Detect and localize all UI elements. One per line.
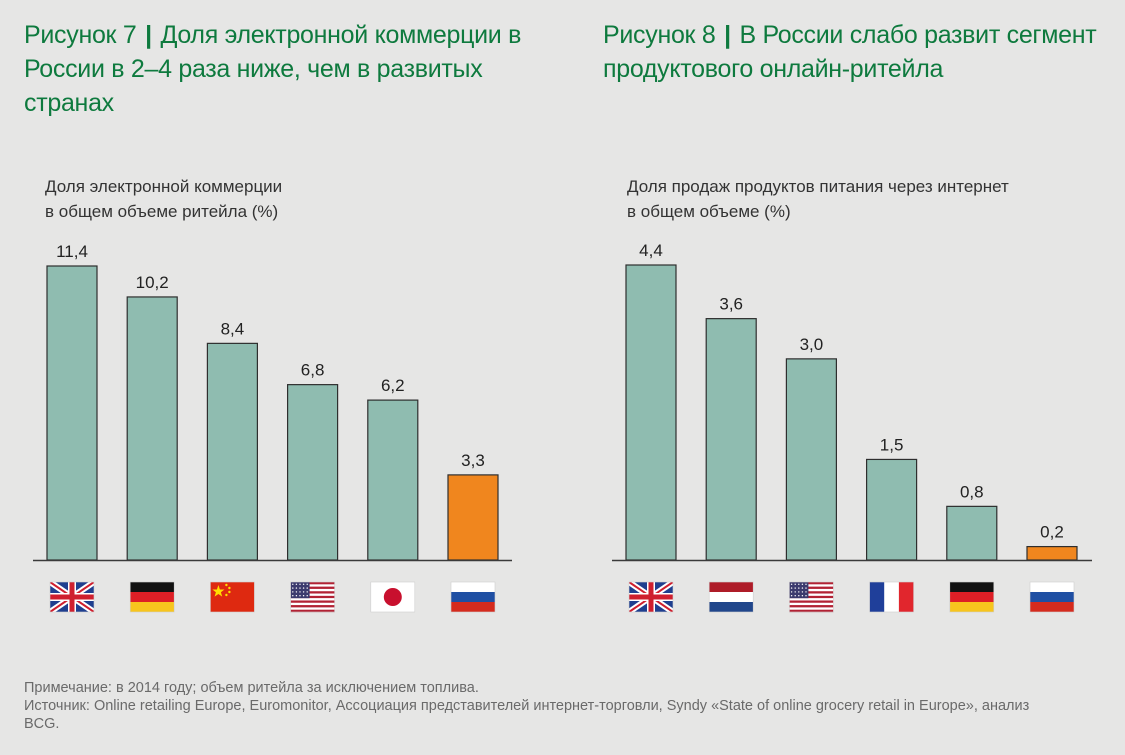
bar-russia <box>1026 545 1078 561</box>
bar-germany <box>946 505 998 561</box>
bar-usa <box>287 384 339 561</box>
russia-flag-icon <box>1029 581 1075 613</box>
germany-flag-icon <box>949 581 995 613</box>
germany-flag-icon <box>129 581 175 613</box>
footer-note: Примечание: в 2014 году; объем ритейла з… <box>24 680 479 696</box>
usa-flag-icon <box>789 581 834 613</box>
figure-8-bar-chart: 4,4 3,6 3,0 1,5 0,8 0,2 <box>612 241 1092 613</box>
bar-value-label: 0,2 <box>1040 523 1064 542</box>
bar-value-label: 3,3 <box>461 451 485 470</box>
bar-japan <box>367 399 419 561</box>
bar-value-label: 6,2 <box>381 376 405 395</box>
figure-8-subtitle-line1: Доля продаж продуктов питания через инте… <box>627 177 1009 196</box>
bar-china <box>206 342 258 561</box>
bar-usa <box>785 358 838 561</box>
figure-7-subtitle: Доля электронной коммерции в общем объем… <box>45 174 445 224</box>
title-separator: | <box>724 21 731 49</box>
uk-flag-icon <box>49 581 95 613</box>
russia-flag-icon <box>450 581 496 613</box>
figure-7-number: Рисунок 7 <box>24 21 137 49</box>
france-flag-icon <box>869 581 914 613</box>
bar-value-label: 4,4 <box>639 241 663 260</box>
bar-uk <box>625 264 677 561</box>
figure-7-title-text: Доля электронной коммерции в России в 2–… <box>24 21 522 117</box>
china-flag-icon <box>210 581 255 613</box>
bar-value-label: 3,0 <box>800 335 824 354</box>
bar-russia <box>447 474 499 561</box>
bar-value-label: 8,4 <box>221 319 245 338</box>
bar-value-label: 0,8 <box>960 482 984 501</box>
footer-source: Источник: Online retailing Europe, Eurom… <box>24 698 1030 732</box>
figure-7-title: Рисунок 7 | Доля электронной коммерции в… <box>24 18 544 120</box>
bar-value-label: 10,2 <box>136 273 169 292</box>
bar-value-label: 3,6 <box>719 295 743 314</box>
japan-flag-icon <box>370 581 416 613</box>
figure-8-number: Рисунок 8 <box>603 21 716 49</box>
figure-7-bar-chart: 11,4 10,2 8,4 6,8 6,2 3,3 <box>33 242 512 613</box>
figure-7-subtitle-line1: Доля электронной коммерции <box>45 177 283 196</box>
figure-8-title-text: В России слабо развит сегмент продуктово… <box>603 21 1097 83</box>
footer-notes: Примечание: в 2014 году; объем ритейла з… <box>24 679 1064 733</box>
bar-value-label: 1,5 <box>880 435 904 454</box>
bar-value-label: 6,8 <box>301 361 325 380</box>
figure-8-title: Рисунок 8 | В России слабо развит сегмен… <box>603 18 1123 86</box>
usa-flag-icon <box>290 581 335 613</box>
figure-8-subtitle-line2: в общем объеме (%) <box>627 202 791 221</box>
uk-flag-icon <box>628 581 674 613</box>
bar-uk <box>46 265 98 561</box>
netherlands-flag-icon <box>708 581 754 613</box>
bar-germany <box>126 296 178 561</box>
bar-value-label: 11,4 <box>56 242 88 261</box>
figure-7-subtitle-line2: в общем объеме ритейла (%) <box>45 202 279 221</box>
bar-france <box>865 458 918 561</box>
figure-8-subtitle: Доля продаж продуктов питания через инте… <box>627 174 1097 224</box>
title-separator: | <box>145 21 152 49</box>
bar-netherlands <box>705 318 757 561</box>
